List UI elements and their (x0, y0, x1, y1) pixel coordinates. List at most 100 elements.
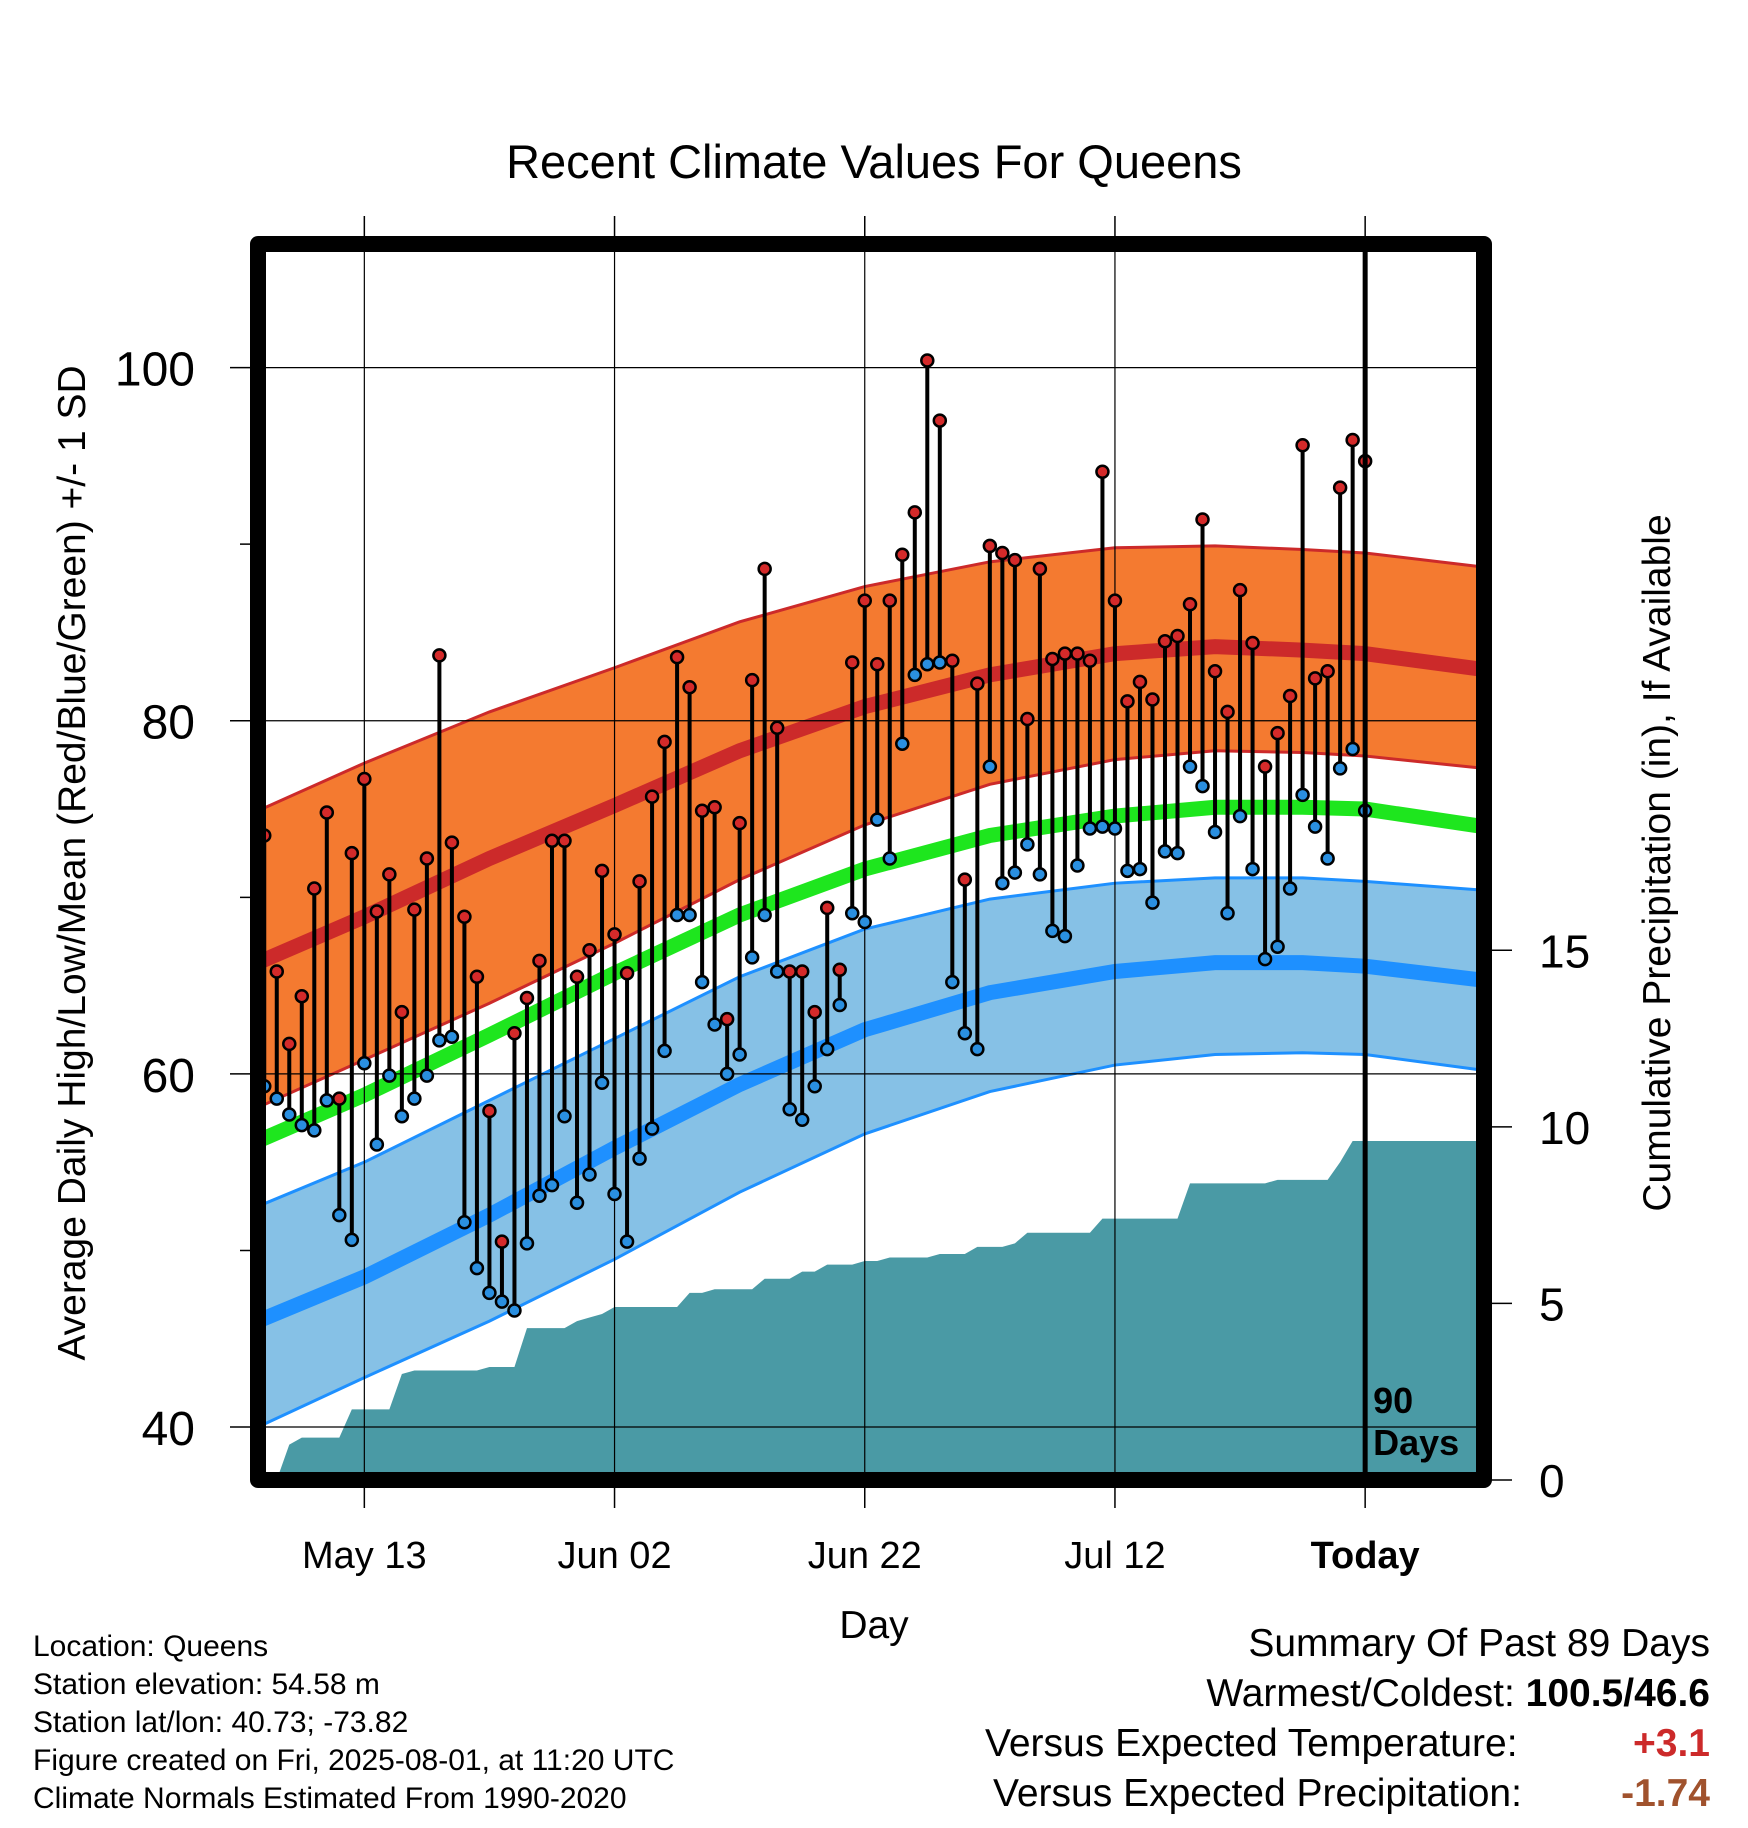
observed-low-point (1220, 905, 1235, 921)
observed-low-point (344, 1232, 360, 1248)
observed-high-point (857, 593, 872, 608)
observed-low-point (632, 1151, 647, 1166)
observed-low-point (1295, 787, 1310, 803)
observed-high-point (1007, 552, 1023, 568)
observed-low-point (819, 1041, 835, 1057)
observed-low-point (870, 812, 885, 827)
observed-low-point (782, 1101, 797, 1117)
low-sd-band-upper-edge (257, 876, 1485, 1208)
observed-high-point (732, 815, 747, 831)
observed-low-point (1332, 761, 1348, 776)
observed-low-point (1195, 778, 1210, 794)
observed-high-point (557, 833, 572, 849)
observed-low-point (594, 1075, 610, 1090)
observed-high-point (1270, 725, 1285, 741)
observed-high-point (482, 1103, 497, 1119)
observed-low-point (582, 1167, 597, 1182)
normal-mean-line (255, 799, 1486, 1148)
observed-high-point (619, 965, 635, 981)
observed-low-point (1207, 824, 1223, 840)
observed-low-point (394, 1109, 410, 1124)
observed-high-point (707, 800, 722, 815)
y2-tick-label: 5 (1539, 1278, 1565, 1330)
observed-low-point (482, 1285, 497, 1301)
observed-low-point (357, 1056, 372, 1071)
observed-low-point (294, 1117, 310, 1133)
observed-high-point (1232, 582, 1248, 598)
observed-low-point (1182, 759, 1198, 774)
observed-low-point (619, 1234, 635, 1249)
observed-low-point (769, 964, 785, 979)
observed-high-point (682, 679, 697, 695)
observed-high-point (882, 593, 898, 608)
low-sd-band-fill (258, 877, 1484, 1428)
observed-high-point (1057, 646, 1073, 661)
observed-low-point (1120, 863, 1135, 879)
info-location: Location: Queens (33, 1630, 269, 1663)
summary-heading: Summary Of Past 89 Days (1248, 1622, 1710, 1665)
x-tick-label: Today (1311, 1535, 1420, 1577)
observed-high-point (920, 353, 935, 368)
observed-high-point (632, 874, 647, 889)
observed-high-point (582, 943, 597, 958)
y-tick-label: 60 (142, 1050, 195, 1103)
observed-high-point (1257, 759, 1273, 774)
observed-high-point (870, 656, 885, 672)
observed-low-point (1232, 808, 1248, 824)
observed-high-point (1157, 634, 1173, 649)
summary-precip-value: -1.74 (1621, 1772, 1710, 1815)
observed-low-point (1245, 861, 1260, 877)
observed-low-point (1082, 821, 1098, 836)
observed-high-point (757, 561, 772, 577)
observed-high-point (457, 909, 472, 924)
axes: 40 60 80 100 0 5 10 15 May 13 Jun 02 Jun 22 Jul 12 T… (115, 216, 1590, 1577)
observed-high-point (494, 1234, 510, 1249)
observed-low-point (644, 1121, 660, 1136)
observed-high-point (569, 969, 585, 985)
y2-tick-label: 10 (1539, 1102, 1590, 1154)
observed-high-point (895, 547, 910, 563)
observed-high-point (1070, 646, 1085, 661)
high-sd-band-lower-edge (257, 749, 1485, 1109)
info-elevation: Station elevation: 54.58 m (33, 1668, 380, 1701)
info-latlon: Station lat/lon: 40.73; -73.82 (33, 1706, 409, 1739)
observed-low-point (1145, 895, 1160, 910)
observed-high-point (769, 720, 785, 736)
observed-high-point (957, 872, 973, 887)
observed-high-point (907, 505, 923, 520)
observed-high-point (644, 789, 660, 804)
x-tick-label: Jun 22 (808, 1535, 922, 1577)
observed-high-point (544, 833, 560, 849)
info-normals: Climate Normals Estimated From 1990-2020 (33, 1782, 627, 1815)
observed-low-point (419, 1068, 435, 1083)
warm-cold-label: Warmest/Coldest: (1206, 1672, 1515, 1715)
observed-high-point (995, 545, 1010, 561)
observed-high-point (344, 845, 360, 861)
observed-high-point (1295, 438, 1310, 453)
observed-low-point (844, 905, 860, 921)
observed-high-point (444, 835, 460, 850)
observed-low-point (307, 1123, 322, 1138)
y2-axis-label: Cumulative Precipitation (in), If Availa… (1636, 514, 1679, 1211)
observed-high-point (1082, 653, 1098, 668)
observed-high-point (1245, 635, 1260, 651)
observed-low-point (694, 974, 710, 990)
observed-high-point (1182, 596, 1198, 612)
y-axis-label: Average Daily High/Low/Mean (Red/Blue/Gr… (51, 365, 94, 1360)
observed-low-point (1345, 741, 1360, 757)
observed-low-point (982, 759, 998, 774)
observed-high-point (807, 1004, 822, 1020)
observed-high-point (1170, 628, 1185, 644)
observed-high-point (832, 962, 847, 977)
observed-low-point (544, 1177, 560, 1193)
y-tick-label: 40 (142, 1403, 195, 1456)
observed-high-point (1207, 664, 1223, 679)
y2-tick-label: 0 (1539, 1455, 1565, 1507)
observed-high-point (1345, 432, 1360, 448)
plot-frame (250, 236, 1492, 1488)
observed-high-point (507, 1026, 522, 1041)
observed-high-point (432, 648, 447, 663)
observed-low-point (382, 1068, 397, 1083)
observed-low-point (269, 1091, 285, 1106)
